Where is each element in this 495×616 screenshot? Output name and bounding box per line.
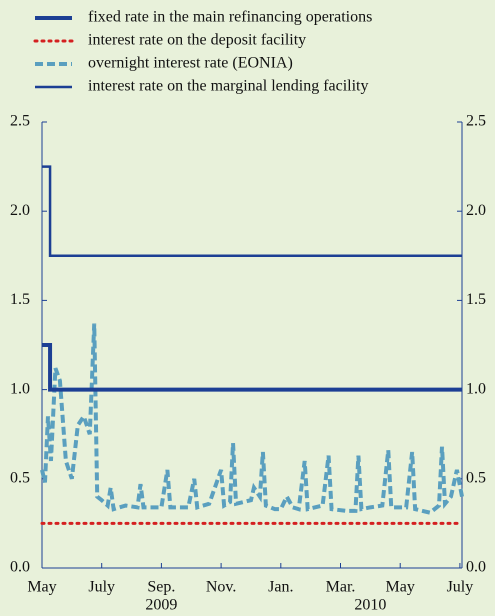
x-tick-label: May xyxy=(386,579,415,596)
y2-tick-label: 1.0 xyxy=(466,380,486,397)
x-tick-label: Nov. xyxy=(206,579,237,596)
y2-tick-label: 2.5 xyxy=(466,113,486,130)
y-tick-label: 2.5 xyxy=(10,113,30,130)
year-label: 2010 xyxy=(354,597,386,614)
y-tick-label: 0.5 xyxy=(10,469,30,486)
legend-label: fixed rate in the main refinancing opera… xyxy=(88,9,372,26)
y2-tick-label: 0.0 xyxy=(466,559,486,576)
x-tick-label: July xyxy=(88,579,115,596)
y-tick-label: 0.0 xyxy=(10,559,30,576)
y2-tick-label: 2.0 xyxy=(466,202,486,219)
series-line xyxy=(42,165,462,258)
series-line xyxy=(42,343,462,392)
y-tick-label: 2.0 xyxy=(10,202,30,219)
legend-label: interest rate on the deposit facility xyxy=(88,32,306,49)
legend-label: overnight interest rate (EONIA) xyxy=(88,55,293,72)
year-label: 2009 xyxy=(145,597,177,614)
x-tick-label: Jan. xyxy=(268,579,293,596)
y-tick-label: 1.0 xyxy=(10,380,30,397)
legend-label: interest rate on the marginal lending fa… xyxy=(88,78,369,95)
series-line xyxy=(40,323,464,515)
y2-tick-label: 0.5 xyxy=(466,469,486,486)
x-tick-label: May xyxy=(27,579,56,596)
x-tick-label: Mar. xyxy=(326,579,356,596)
x-tick-label: July xyxy=(447,579,474,596)
x-tick-label: Sep. xyxy=(147,579,175,596)
y2-tick-label: 1.5 xyxy=(466,291,486,308)
y-tick-label: 1.5 xyxy=(10,291,30,308)
